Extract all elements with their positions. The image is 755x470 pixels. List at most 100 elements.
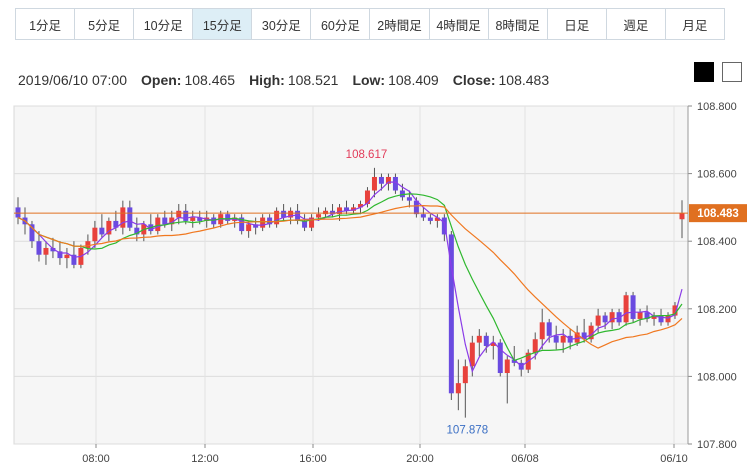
- candle: [504, 356, 510, 404]
- candle-body: [64, 254, 70, 259]
- candle-body: [588, 325, 594, 340]
- ma-mid-line: [17, 193, 683, 362]
- candle-body: [323, 210, 329, 215]
- candle-body: [406, 197, 412, 201]
- candle: [448, 231, 454, 401]
- tab-12[interactable]: 月足: [682, 18, 708, 33]
- candle-body: [85, 241, 91, 248]
- candle-body: [595, 315, 601, 326]
- candle: [623, 291, 629, 326]
- candle-body: [434, 217, 440, 221]
- candle: [476, 329, 482, 357]
- tab-9[interactable]: 8時間足: [489, 9, 548, 39]
- candle: [679, 200, 685, 239]
- candle: [253, 217, 259, 235]
- candlestick-chart[interactable]: 108.800 108.600 108.400 108.200 108.000 107.8…: [0, 96, 755, 470]
- candle-body: [413, 200, 419, 215]
- candle-body: [511, 359, 517, 363]
- candle-body: [134, 227, 140, 235]
- candle: [462, 359, 468, 418]
- candle: [99, 214, 105, 238]
- candle-body: [581, 332, 587, 340]
- candle-body: [211, 217, 217, 225]
- candle: [532, 332, 538, 360]
- candle-body: [260, 217, 266, 228]
- candle: [302, 214, 308, 232]
- candle: [120, 200, 126, 235]
- candle: [36, 231, 42, 262]
- candle: [50, 237, 56, 259]
- candle-body: [490, 342, 496, 346]
- candle-body: [36, 241, 42, 255]
- candle: [85, 234, 91, 255]
- candle: [371, 167, 377, 198]
- candle: [169, 210, 175, 232]
- candle-body: [169, 217, 175, 225]
- candle: [29, 220, 35, 248]
- ohlc-info: 2019/06/10 07:00 Open: 108.465 High: 108.521…: [18, 72, 549, 88]
- x-tick-label: 06/10: [660, 453, 688, 465]
- tab-11[interactable]: 週足: [607, 9, 666, 39]
- current-price-label: 108.483: [697, 208, 739, 220]
- tab-7[interactable]: 2時間足: [370, 9, 430, 39]
- candle-body: [344, 207, 350, 211]
- candle-body: [246, 224, 252, 232]
- candle-body: [448, 234, 454, 394]
- light-theme-button[interactable]: [722, 62, 742, 82]
- tab-3[interactable]: 10分足: [134, 9, 194, 39]
- candle-body: [162, 217, 168, 225]
- tab-2[interactable]: 5分足: [75, 9, 135, 39]
- tab-6[interactable]: 60分足: [311, 9, 371, 39]
- open-label: Open:: [141, 72, 182, 88]
- candle-body: [672, 305, 678, 316]
- candle: [176, 204, 182, 225]
- candle: [455, 359, 461, 411]
- candle-body: [364, 190, 370, 205]
- tab-8[interactable]: 4時間足: [430, 9, 489, 39]
- candle-body: [176, 210, 182, 218]
- candle: [64, 247, 70, 269]
- tab-4[interactable]: 15分足: [193, 9, 253, 39]
- candle-body: [630, 295, 636, 319]
- y-tick-label: 107.800: [697, 439, 737, 451]
- candle-body: [337, 207, 343, 215]
- candle-body: [190, 217, 196, 221]
- high-annotation: 108.617: [346, 149, 388, 161]
- candle-body: [316, 214, 322, 218]
- candle-body: [420, 214, 426, 218]
- candle: [330, 204, 336, 218]
- candle-body: [197, 217, 203, 221]
- dark-theme-button[interactable]: [694, 62, 714, 82]
- candle-body: [50, 247, 56, 252]
- candle: [106, 217, 112, 242]
- tab-10[interactable]: 日足: [548, 9, 607, 39]
- candle-body: [455, 383, 461, 394]
- x-tick-label: 08:00: [82, 453, 110, 465]
- candle: [295, 204, 301, 225]
- candle-body: [574, 332, 580, 343]
- candle-body: [99, 227, 105, 235]
- candle-body: [476, 335, 482, 343]
- candle: [630, 291, 636, 323]
- candle-body: [539, 322, 545, 340]
- y-tick-label: 108.800: [697, 101, 737, 113]
- candle-body: [43, 247, 49, 255]
- ohlc-datetime: 2019/06/10 07:00: [18, 72, 127, 88]
- candle: [15, 197, 21, 225]
- y-tick-label: 108.200: [697, 304, 737, 316]
- candle: [260, 214, 266, 232]
- candle-body: [281, 210, 287, 218]
- tab-5[interactable]: 30分足: [252, 9, 312, 39]
- high-label: High:: [249, 72, 285, 88]
- candle-body: [113, 220, 119, 228]
- tab-1[interactable]: 1分足: [16, 9, 76, 39]
- candle-body: [350, 207, 356, 211]
- candle-body: [644, 312, 650, 319]
- candle-body: [183, 210, 189, 221]
- candle: [378, 173, 384, 191]
- close-value: 108.483: [498, 72, 550, 88]
- candle-body: [483, 335, 489, 346]
- candle-body: [239, 217, 245, 232]
- candle-body: [462, 366, 468, 384]
- candle: [553, 325, 559, 350]
